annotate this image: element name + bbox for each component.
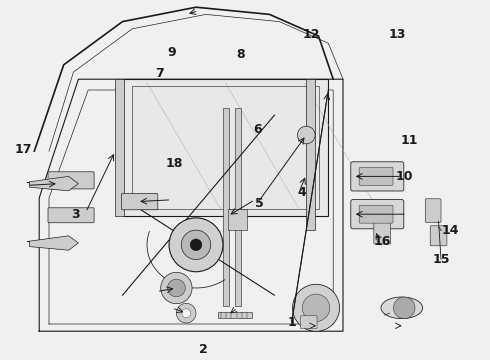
Text: 17: 17 — [15, 143, 32, 156]
Bar — [218, 312, 252, 318]
FancyBboxPatch shape — [359, 205, 393, 223]
Text: 11: 11 — [400, 134, 418, 147]
Circle shape — [168, 279, 185, 297]
FancyBboxPatch shape — [430, 226, 447, 246]
Bar — [235, 108, 241, 306]
FancyBboxPatch shape — [300, 316, 317, 329]
FancyBboxPatch shape — [359, 167, 393, 185]
Bar — [306, 79, 315, 230]
FancyBboxPatch shape — [425, 199, 441, 222]
Text: 1: 1 — [287, 316, 296, 329]
Circle shape — [297, 126, 315, 144]
Polygon shape — [122, 79, 328, 216]
Circle shape — [182, 309, 191, 318]
Circle shape — [169, 218, 223, 272]
Polygon shape — [29, 176, 78, 191]
Text: 4: 4 — [297, 186, 306, 199]
FancyBboxPatch shape — [351, 162, 404, 191]
Text: 10: 10 — [395, 170, 413, 183]
Bar — [228, 209, 247, 230]
Text: 3: 3 — [72, 208, 80, 221]
Text: 16: 16 — [373, 235, 391, 248]
FancyBboxPatch shape — [374, 213, 391, 244]
Ellipse shape — [381, 297, 422, 319]
Bar — [223, 108, 229, 306]
Text: 8: 8 — [236, 48, 245, 60]
Text: 6: 6 — [253, 123, 262, 136]
FancyBboxPatch shape — [351, 199, 404, 229]
Text: 12: 12 — [302, 28, 320, 41]
Text: 2: 2 — [199, 343, 208, 356]
Circle shape — [293, 284, 340, 331]
Circle shape — [190, 239, 202, 251]
Text: 13: 13 — [388, 28, 406, 41]
Circle shape — [302, 294, 330, 321]
Text: 5: 5 — [255, 197, 264, 210]
FancyBboxPatch shape — [48, 208, 94, 223]
Text: 14: 14 — [442, 224, 460, 237]
Circle shape — [181, 230, 211, 260]
Text: 15: 15 — [432, 253, 450, 266]
Circle shape — [393, 297, 415, 319]
Text: 18: 18 — [165, 157, 183, 170]
FancyBboxPatch shape — [122, 193, 158, 210]
Circle shape — [161, 272, 192, 304]
Bar — [115, 79, 124, 216]
Circle shape — [176, 303, 196, 323]
FancyBboxPatch shape — [48, 172, 94, 189]
Text: 7: 7 — [155, 67, 164, 80]
Polygon shape — [29, 236, 78, 250]
Text: 9: 9 — [167, 46, 176, 59]
